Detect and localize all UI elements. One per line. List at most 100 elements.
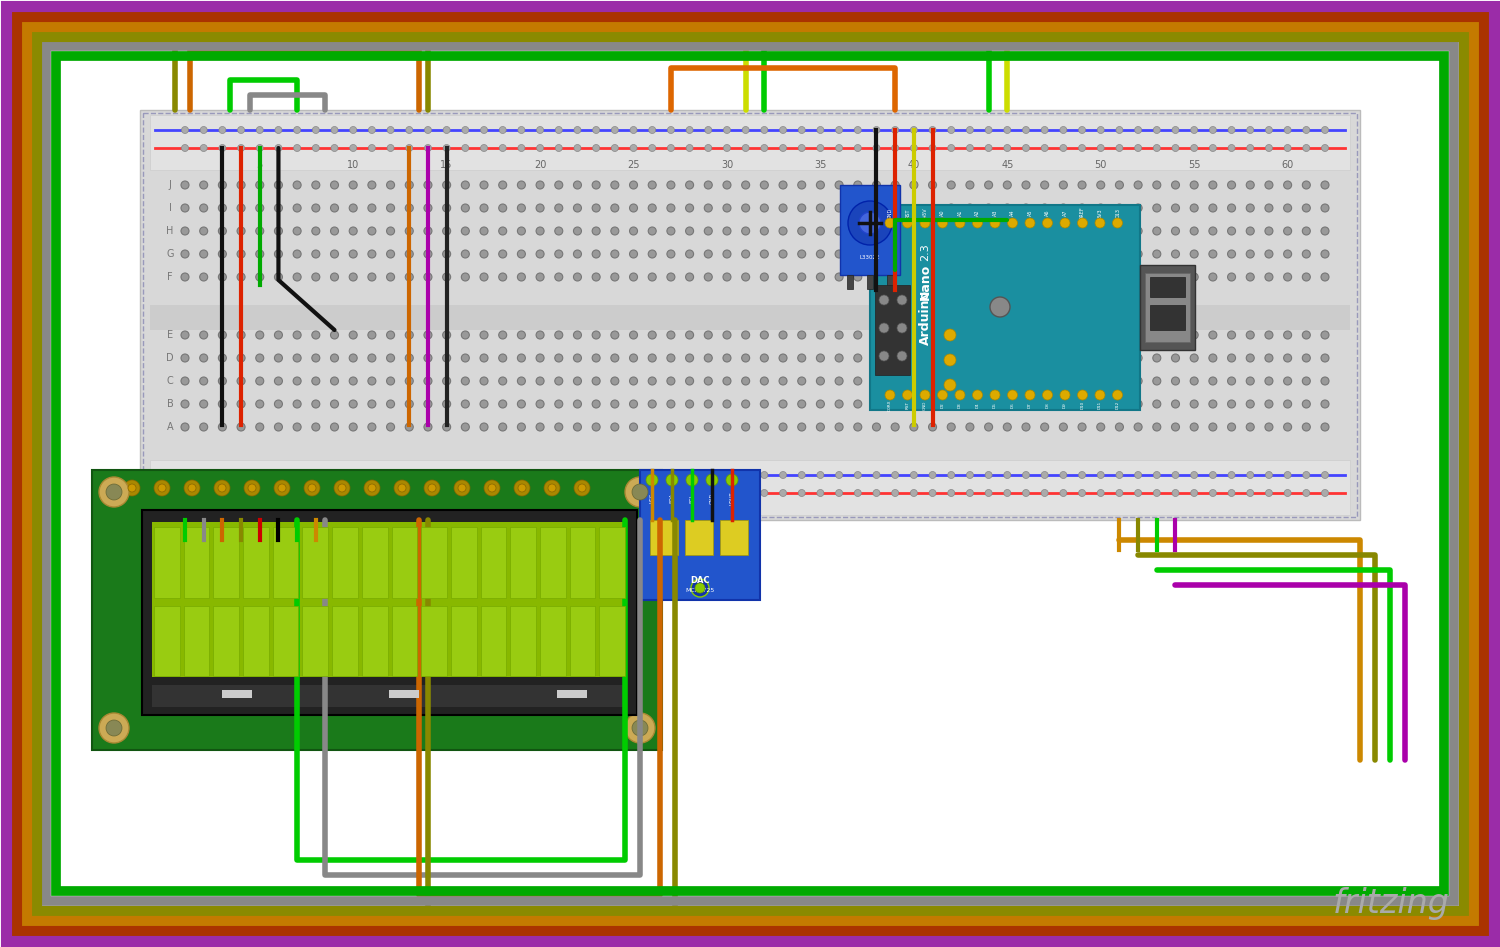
Circle shape bbox=[668, 377, 675, 385]
Circle shape bbox=[405, 250, 414, 258]
Circle shape bbox=[462, 354, 470, 362]
Text: H: H bbox=[166, 226, 174, 236]
Circle shape bbox=[292, 273, 302, 281]
Circle shape bbox=[928, 423, 936, 431]
Circle shape bbox=[836, 250, 843, 258]
Circle shape bbox=[498, 273, 507, 281]
Circle shape bbox=[873, 377, 880, 385]
Circle shape bbox=[686, 204, 693, 212]
Circle shape bbox=[200, 181, 207, 189]
Circle shape bbox=[405, 204, 414, 212]
Circle shape bbox=[442, 250, 450, 258]
Circle shape bbox=[1116, 472, 1124, 478]
Circle shape bbox=[274, 145, 282, 152]
Circle shape bbox=[1116, 354, 1124, 362]
Circle shape bbox=[424, 400, 432, 408]
Circle shape bbox=[686, 331, 693, 339]
Circle shape bbox=[350, 490, 357, 496]
Circle shape bbox=[424, 204, 432, 212]
Circle shape bbox=[182, 423, 189, 431]
Text: D2: D2 bbox=[940, 402, 945, 408]
Circle shape bbox=[292, 227, 302, 235]
Circle shape bbox=[573, 400, 582, 408]
Text: 20: 20 bbox=[534, 160, 546, 170]
Circle shape bbox=[274, 490, 282, 496]
Circle shape bbox=[405, 423, 414, 431]
Circle shape bbox=[1023, 490, 1029, 496]
Circle shape bbox=[705, 423, 712, 431]
Circle shape bbox=[778, 227, 788, 235]
Circle shape bbox=[1264, 400, 1274, 408]
Circle shape bbox=[1041, 472, 1048, 478]
Circle shape bbox=[1191, 472, 1197, 478]
Circle shape bbox=[1060, 127, 1066, 134]
Circle shape bbox=[1078, 331, 1086, 339]
Circle shape bbox=[1209, 227, 1216, 235]
Circle shape bbox=[592, 354, 600, 362]
Text: VCC: VCC bbox=[650, 493, 654, 503]
Circle shape bbox=[885, 390, 896, 400]
Circle shape bbox=[555, 273, 562, 281]
Circle shape bbox=[1096, 204, 1104, 212]
Circle shape bbox=[816, 400, 825, 408]
Circle shape bbox=[648, 273, 656, 281]
Circle shape bbox=[836, 377, 843, 385]
Circle shape bbox=[630, 204, 638, 212]
Circle shape bbox=[200, 273, 207, 281]
Circle shape bbox=[462, 490, 470, 496]
Circle shape bbox=[124, 480, 140, 496]
Circle shape bbox=[217, 484, 226, 492]
Circle shape bbox=[368, 400, 376, 408]
Circle shape bbox=[1304, 472, 1310, 478]
Circle shape bbox=[847, 201, 892, 245]
Circle shape bbox=[274, 423, 282, 431]
Circle shape bbox=[873, 400, 880, 408]
Bar bbox=[388, 690, 418, 698]
Circle shape bbox=[778, 250, 788, 258]
Circle shape bbox=[855, 127, 861, 134]
Circle shape bbox=[312, 181, 320, 189]
Bar bbox=[56, 56, 1444, 891]
Circle shape bbox=[1190, 204, 1198, 212]
Circle shape bbox=[350, 400, 357, 408]
Circle shape bbox=[592, 273, 600, 281]
Circle shape bbox=[1302, 181, 1311, 189]
Circle shape bbox=[462, 127, 470, 134]
Circle shape bbox=[555, 145, 562, 152]
Text: A5: A5 bbox=[1028, 209, 1032, 216]
Circle shape bbox=[424, 145, 432, 152]
Circle shape bbox=[706, 474, 718, 486]
Circle shape bbox=[274, 181, 282, 189]
Circle shape bbox=[368, 181, 376, 189]
Circle shape bbox=[1041, 423, 1048, 431]
Circle shape bbox=[387, 377, 394, 385]
Circle shape bbox=[442, 181, 450, 189]
Text: D8: D8 bbox=[1046, 402, 1050, 408]
Circle shape bbox=[406, 145, 412, 152]
Circle shape bbox=[1004, 127, 1011, 134]
Circle shape bbox=[219, 354, 226, 362]
Circle shape bbox=[573, 273, 582, 281]
Bar bbox=[556, 690, 586, 698]
Circle shape bbox=[480, 331, 488, 339]
Circle shape bbox=[424, 472, 432, 478]
Circle shape bbox=[368, 250, 376, 258]
Circle shape bbox=[573, 227, 582, 235]
Circle shape bbox=[903, 218, 912, 228]
Circle shape bbox=[1322, 490, 1329, 496]
Circle shape bbox=[1096, 377, 1104, 385]
Circle shape bbox=[99, 713, 129, 743]
Circle shape bbox=[1059, 204, 1068, 212]
Circle shape bbox=[256, 377, 264, 385]
Circle shape bbox=[853, 250, 862, 258]
Bar bbox=[142, 510, 638, 715]
Circle shape bbox=[1190, 250, 1198, 258]
Circle shape bbox=[910, 377, 918, 385]
Circle shape bbox=[1190, 227, 1198, 235]
Circle shape bbox=[1134, 181, 1142, 189]
Circle shape bbox=[1116, 331, 1124, 339]
Circle shape bbox=[873, 250, 880, 258]
Circle shape bbox=[292, 400, 302, 408]
Circle shape bbox=[350, 354, 357, 362]
Circle shape bbox=[330, 181, 339, 189]
